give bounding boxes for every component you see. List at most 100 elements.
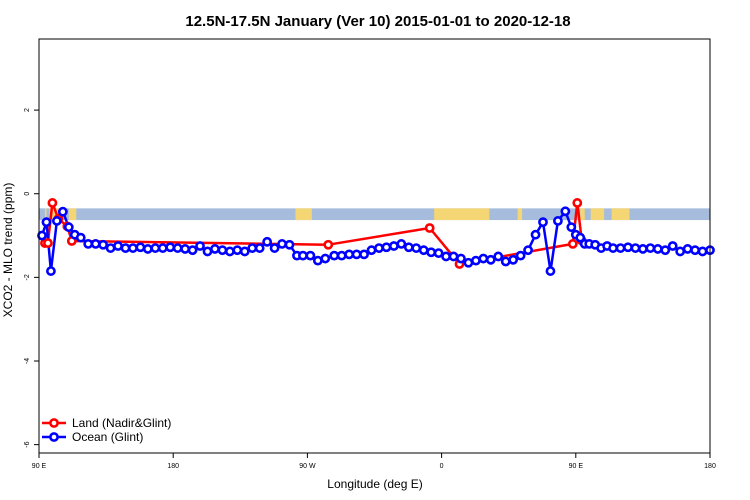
land-point	[424, 223, 435, 233]
land-point	[567, 239, 578, 249]
ocean-point	[530, 229, 541, 240]
ocean-point	[51, 216, 62, 226]
ocean-point	[652, 244, 663, 254]
land-segment	[44, 208, 47, 221]
ocean-point	[366, 245, 377, 256]
ocean-point	[374, 243, 384, 253]
ocean-point	[388, 241, 399, 251]
ocean-band	[39, 208, 710, 221]
ocean-point	[675, 246, 686, 257]
landmask-band	[39, 208, 710, 221]
ocean-point	[277, 239, 287, 249]
ocean-point	[682, 244, 693, 254]
ocean-point	[195, 241, 205, 251]
ocean-point	[433, 248, 444, 259]
ocean-point	[63, 222, 74, 233]
ocean-point	[478, 253, 489, 264]
land-segment	[295, 208, 312, 221]
ocean-point	[172, 243, 183, 253]
ocean-point	[298, 250, 308, 261]
ocean-point	[615, 243, 626, 253]
series-layer	[37, 198, 715, 276]
plot-frame	[38, 38, 711, 454]
ocean-point	[411, 243, 422, 253]
ocean-point	[269, 243, 280, 253]
ocean-point	[381, 242, 392, 253]
x-axis-label: Longitude (deg E)	[327, 477, 422, 491]
ocean-point	[344, 249, 355, 260]
ocean-point	[667, 241, 678, 251]
ocean-point	[254, 243, 265, 253]
ocean-point	[470, 255, 481, 266]
ocean-point	[396, 239, 407, 249]
ocean-point	[660, 245, 671, 256]
ocean-point	[545, 266, 556, 276]
y-tick-label: 0	[24, 192, 31, 196]
ocean-point	[500, 256, 511, 267]
ocean-point	[150, 243, 161, 253]
ocean-point	[262, 236, 273, 247]
legend-label: Ocean (Glint)	[72, 430, 143, 444]
ocean-point	[697, 246, 708, 257]
ocean-point	[180, 244, 191, 254]
ocean-point	[426, 247, 437, 258]
y-tick-label: -6	[24, 441, 31, 447]
ocean-point	[560, 206, 571, 217]
ocean-point	[441, 251, 451, 262]
ocean-point	[239, 246, 250, 257]
ocean-point	[403, 242, 414, 253]
ocean-point	[165, 242, 176, 253]
ocean-point	[638, 244, 648, 254]
ocean-point	[553, 216, 563, 226]
ocean-point	[493, 251, 504, 262]
land-segment	[68, 208, 77, 221]
ocean-point	[224, 246, 235, 257]
land-segment	[611, 208, 630, 221]
ocean-point	[566, 222, 577, 233]
ocean-point	[305, 250, 316, 261]
ocean-point	[75, 232, 86, 243]
land-point	[572, 198, 583, 208]
ocean-point	[515, 250, 526, 261]
ocean-point	[83, 239, 94, 249]
ocean-point	[57, 206, 68, 217]
ocean-point	[608, 243, 618, 253]
y-tick-label: 2	[24, 108, 31, 112]
ocean-point	[623, 242, 633, 253]
ocean-point	[98, 239, 109, 250]
ocean-point	[418, 245, 429, 256]
x-tick-label: 180	[167, 463, 179, 470]
ocean-point	[359, 249, 369, 260]
ocean-point	[448, 251, 459, 262]
legend: Land (Nadir&Glint)Ocean (Glint)	[42, 416, 171, 444]
ocean-point	[523, 245, 533, 256]
x-tick-label: 90 E	[32, 463, 47, 470]
ocean-point	[247, 243, 258, 253]
ocean-point	[46, 266, 56, 276]
land-segment	[590, 208, 605, 221]
ocean-point	[538, 217, 548, 228]
ocean-point	[690, 245, 700, 256]
land-point	[47, 198, 58, 208]
ocean-point	[485, 254, 496, 265]
ocean-point	[232, 245, 243, 256]
chart-title: 12.5N-17.5N January (Ver 10) 2015-01-01 …	[185, 13, 570, 30]
ocean-point	[284, 239, 295, 250]
ocean-point	[329, 250, 340, 261]
x-tick-label: 90 E	[569, 463, 584, 470]
x-tick-label: 0	[440, 463, 444, 470]
ocean-point	[575, 232, 586, 243]
ocean-point	[463, 257, 474, 268]
ocean-point	[351, 249, 362, 260]
y-axis-label: XCO2 - MLO trend (ppm)	[1, 183, 15, 318]
x-axis: 90 E 180 90 W 0 90 E 180	[32, 453, 716, 470]
ocean-point	[113, 241, 123, 251]
x-tick-label: 180	[704, 463, 716, 470]
land-segment	[517, 208, 523, 221]
ocean-point	[320, 253, 331, 264]
y-tick-label: -2	[24, 274, 31, 280]
land-segment	[580, 208, 585, 221]
ocean-point	[508, 254, 519, 265]
ocean-point	[645, 243, 656, 253]
